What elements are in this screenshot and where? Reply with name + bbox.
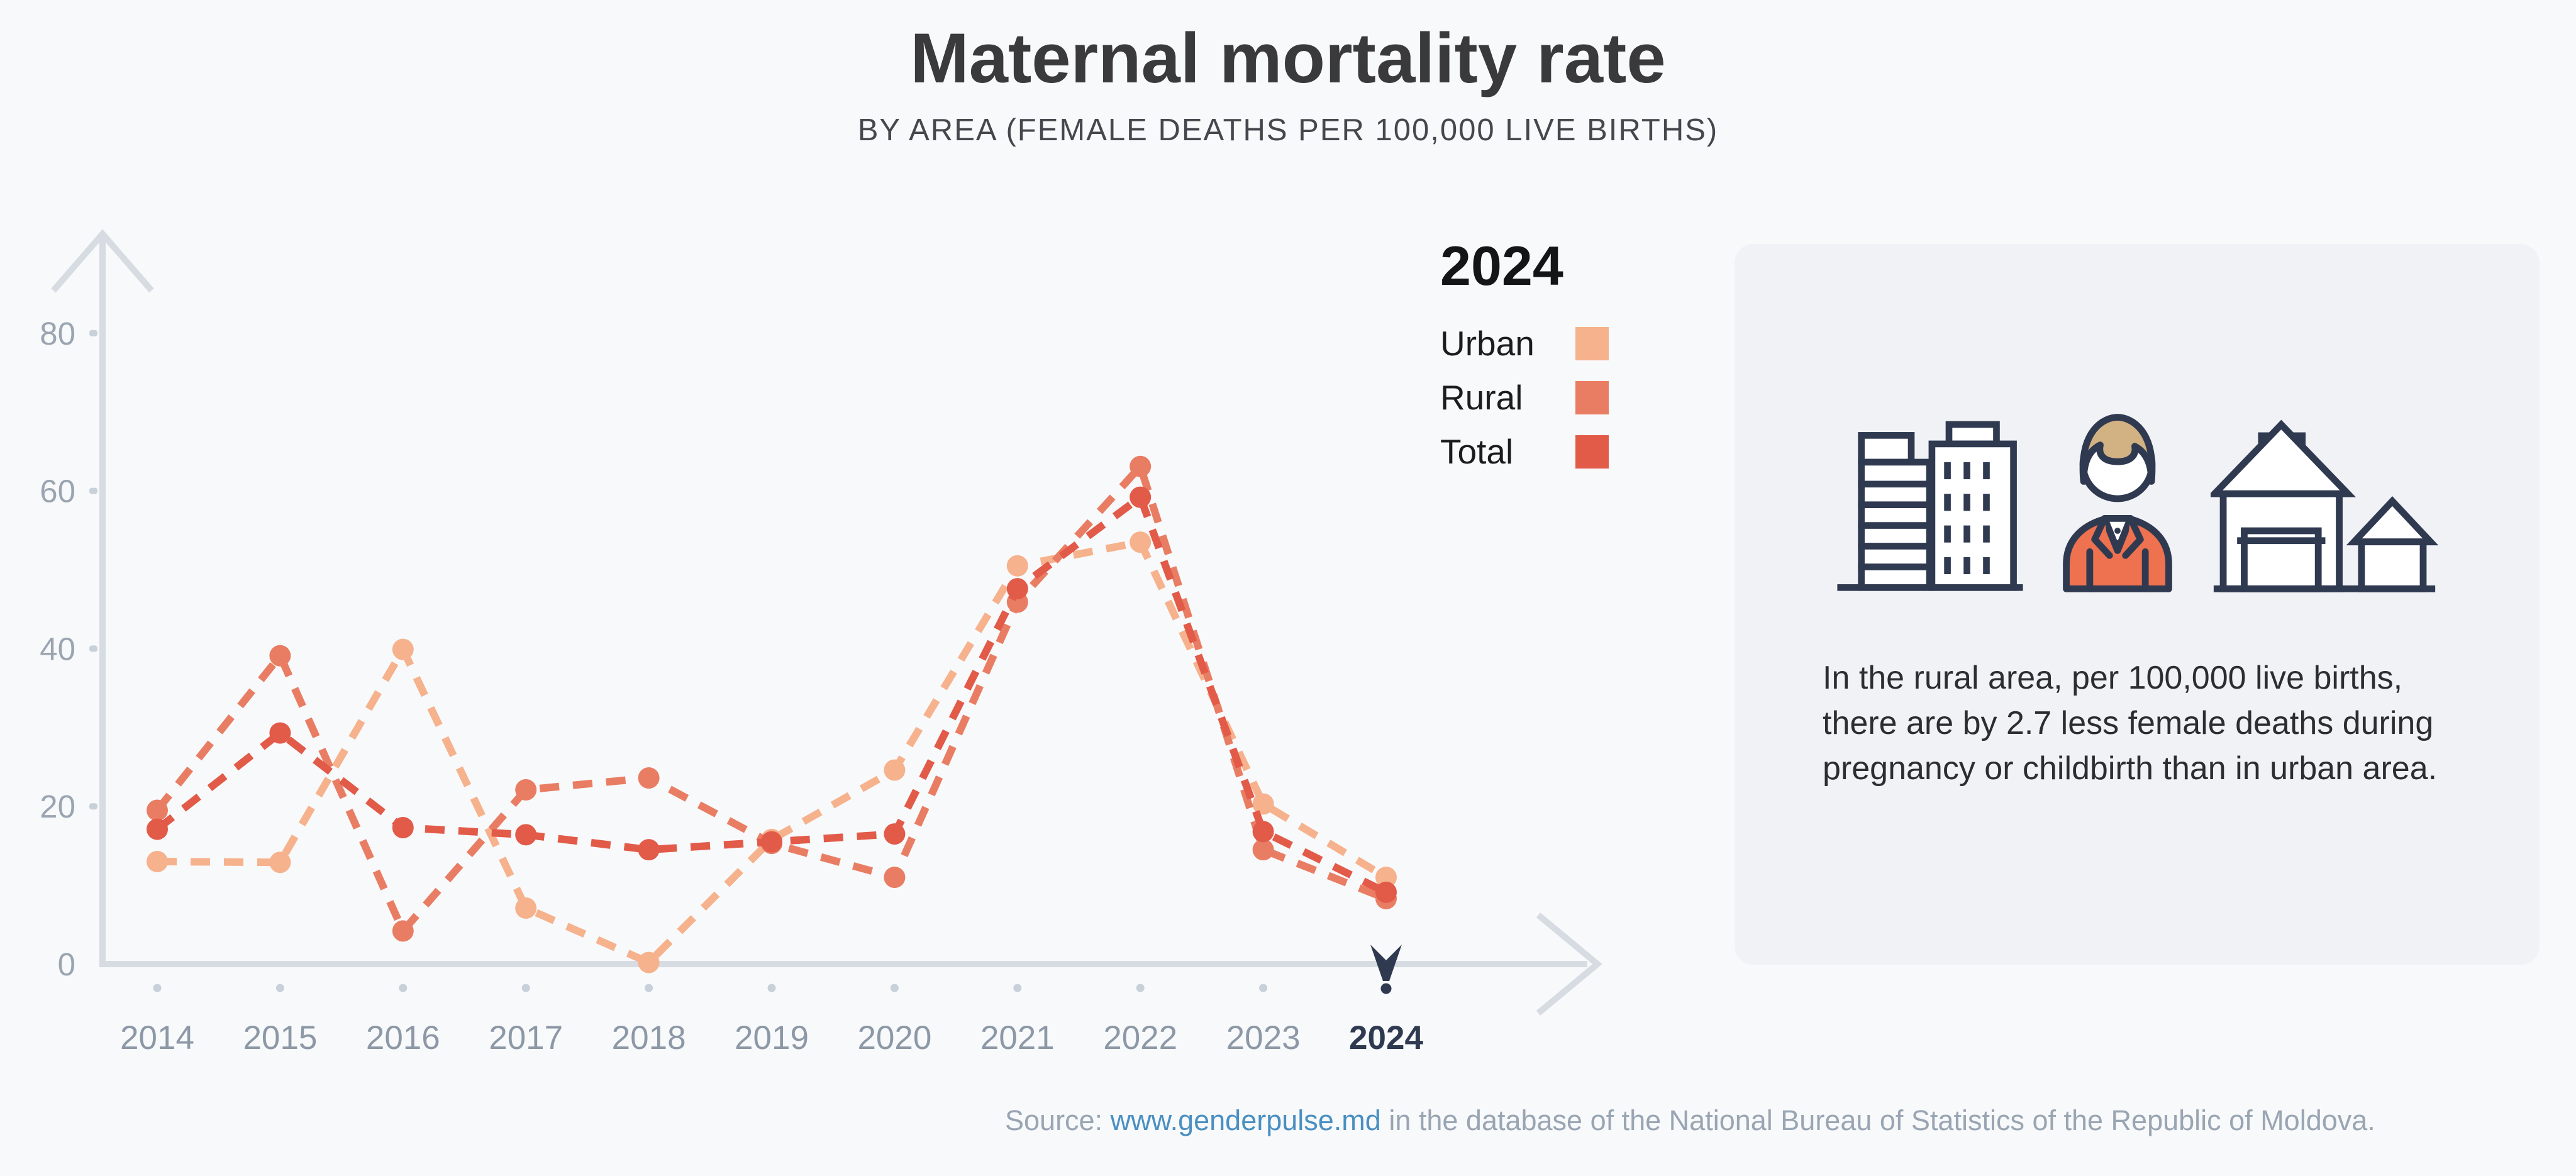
insight-text: In the rural area, per 100,000 live birt… bbox=[1823, 660, 2438, 787]
x-tick-dot bbox=[1136, 984, 1145, 992]
point-total-2023 bbox=[1252, 821, 1274, 843]
point-total-2015 bbox=[269, 722, 291, 744]
point-urban-2018 bbox=[638, 951, 660, 974]
legend-label-total: Total bbox=[1440, 432, 1514, 471]
x-tick-dot bbox=[890, 984, 899, 992]
point-urban-2016 bbox=[392, 638, 414, 660]
point-total-2020 bbox=[884, 823, 906, 845]
y-tick bbox=[89, 645, 97, 652]
x-axis-arrow-icon bbox=[1536, 913, 1602, 1016]
point-total-2017 bbox=[515, 824, 537, 846]
year-slider-handle[interactable] bbox=[1370, 945, 1402, 981]
point-rural-2016 bbox=[392, 920, 414, 942]
x-tick-dot bbox=[521, 984, 530, 992]
page-subtitle: BY AREA (FEMALE DEATHS PER 100,000 LIVE … bbox=[857, 113, 1719, 147]
point-total-2024 bbox=[1375, 881, 1397, 903]
legend-label-rural: Rural bbox=[1440, 378, 1523, 417]
urban-swatch bbox=[1575, 326, 1609, 360]
x-label-2020[interactable]: 2020 bbox=[857, 1019, 931, 1057]
point-total-2018 bbox=[638, 839, 660, 861]
chart-header: Maternal mortality rate BY AREA (FEMALE … bbox=[0, 18, 2576, 148]
point-rural-2014 bbox=[147, 799, 168, 821]
axes: 0 20 40 60 80 2014 2015 2016 2017 2018 2019 2020 202… bbox=[40, 229, 1602, 1057]
point-urban-2024 bbox=[1375, 867, 1397, 889]
point-urban-2014 bbox=[147, 850, 168, 872]
point-rural-2023 bbox=[1252, 839, 1274, 861]
y-tick-label: 20 bbox=[40, 789, 75, 824]
point-total-2019 bbox=[761, 831, 782, 853]
insight-icons bbox=[1735, 400, 2540, 597]
chart-legend: 2024 Urban Rural Total bbox=[1440, 234, 1609, 485]
line-rural bbox=[154, 458, 1388, 938]
x-label-2021[interactable]: 2021 bbox=[980, 1019, 1055, 1057]
series-total bbox=[147, 486, 1397, 903]
series-rural bbox=[147, 455, 1397, 942]
point-rural-2017 bbox=[515, 779, 537, 801]
city-buildings-icon bbox=[1837, 421, 2023, 591]
point-rural-2018 bbox=[638, 767, 660, 789]
highlight-year-dot[interactable] bbox=[1380, 983, 1392, 994]
source-line: Source: www.genderpulse.md in the databa… bbox=[1005, 1104, 2375, 1137]
page-title: Maternal mortality rate bbox=[910, 19, 1666, 97]
line-urban bbox=[157, 538, 1389, 967]
x-label-2017[interactable]: 2017 bbox=[489, 1019, 563, 1057]
series-urban bbox=[147, 531, 1397, 974]
x-label-2016[interactable]: 2016 bbox=[366, 1019, 440, 1057]
legend-year-title: 2024 bbox=[1440, 235, 1563, 297]
x-tick-dot bbox=[645, 984, 653, 992]
village-houses-icon bbox=[2211, 419, 2438, 592]
point-urban-2020 bbox=[884, 759, 906, 781]
point-urban-2015 bbox=[269, 851, 291, 874]
point-urban-2021 bbox=[1006, 555, 1028, 577]
x-tick-dot bbox=[767, 984, 776, 992]
legend-item-total[interactable]: Total bbox=[1440, 431, 1609, 472]
point-rural-2015 bbox=[269, 645, 291, 667]
x-label-2024: 2024 bbox=[1349, 1019, 1423, 1057]
x-label-2015[interactable]: 2015 bbox=[243, 1019, 317, 1057]
y-tick-label: 40 bbox=[40, 631, 75, 667]
point-urban-2023 bbox=[1252, 793, 1274, 815]
y-tick-label: 0 bbox=[58, 946, 75, 982]
x-label-2022[interactable]: 2022 bbox=[1103, 1019, 1177, 1057]
point-total-2014 bbox=[147, 818, 168, 840]
x-label-2014[interactable]: 2014 bbox=[120, 1019, 194, 1057]
y-axis-arrow-icon bbox=[51, 229, 154, 293]
legend-label-urban: Urban bbox=[1440, 324, 1535, 363]
point-total-2016 bbox=[392, 817, 414, 839]
x-label-2019[interactable]: 2019 bbox=[735, 1019, 809, 1057]
x-tick-dot bbox=[399, 984, 408, 992]
point-rural-2022 bbox=[1130, 455, 1152, 477]
y-tick bbox=[89, 487, 97, 494]
source-link[interactable]: www.genderpulse.md bbox=[1110, 1104, 1381, 1136]
y-tick-label: 60 bbox=[40, 474, 75, 509]
point-rural-2020 bbox=[884, 867, 906, 889]
y-tick bbox=[89, 803, 97, 810]
legend-item-rural[interactable]: Rural bbox=[1440, 377, 1609, 418]
insight-panel: In the rural area, per 100,000 live birt… bbox=[1735, 244, 2540, 965]
y-tick bbox=[89, 330, 97, 336]
y-tick-label: 80 bbox=[40, 316, 75, 352]
point-urban-2022 bbox=[1130, 531, 1152, 553]
source-prefix: Source: bbox=[1005, 1104, 1111, 1136]
x-label-2023[interactable]: 2023 bbox=[1226, 1019, 1301, 1057]
x-label-2018[interactable]: 2018 bbox=[612, 1019, 686, 1057]
point-total-2021 bbox=[1006, 578, 1028, 600]
x-tick-dot bbox=[275, 984, 284, 992]
rural-swatch bbox=[1575, 380, 1609, 414]
source-suffix: in the database of the National Bureau o… bbox=[1380, 1104, 2375, 1136]
point-total-2022 bbox=[1130, 486, 1152, 508]
point-urban-2017 bbox=[515, 897, 537, 919]
woman-icon bbox=[2063, 414, 2172, 592]
x-tick-dot bbox=[153, 984, 162, 992]
total-swatch bbox=[1575, 435, 1609, 469]
x-tick-dot bbox=[1013, 984, 1022, 992]
legend-item-urban[interactable]: Urban bbox=[1440, 323, 1609, 363]
x-tick-dot bbox=[1259, 984, 1268, 992]
